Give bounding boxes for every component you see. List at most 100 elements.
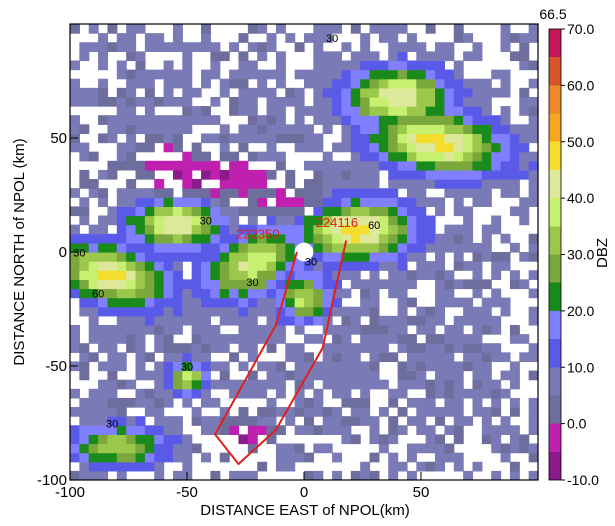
reflectivity-cell <box>500 443 511 454</box>
reflectivity-cell <box>210 69 221 80</box>
reflectivity-cell <box>472 133 483 144</box>
reflectivity-cell <box>70 261 80 271</box>
reflectivity-cell <box>88 24 99 34</box>
reflectivity-cell <box>500 133 511 144</box>
reflectivity-cell <box>341 87 352 98</box>
reflectivity-cell <box>388 434 399 445</box>
reflectivity-cell <box>247 96 258 107</box>
reflectivity-cell <box>444 87 455 98</box>
reflectivity-cell <box>70 279 80 290</box>
reflectivity-cell <box>463 124 474 135</box>
reflectivity-cell <box>378 33 389 43</box>
reflectivity-cell <box>126 160 137 171</box>
reflectivity-cell <box>191 252 202 262</box>
reflectivity-cell <box>257 261 268 271</box>
reflectivity-cell <box>416 261 427 271</box>
reflectivity-cell <box>406 160 417 171</box>
reflectivity-cell <box>126 179 137 189</box>
reflectivity-cell <box>425 151 436 162</box>
reflectivity-cell <box>135 142 146 153</box>
reflectivity-cell <box>481 343 492 353</box>
reflectivity-cell <box>416 270 427 280</box>
reflectivity-cell <box>247 270 258 280</box>
reflectivity-cell <box>257 416 268 426</box>
reflectivity-cell <box>397 160 408 171</box>
reflectivity-cell <box>144 206 155 217</box>
reflectivity-cell <box>397 51 408 62</box>
reflectivity-cell <box>472 334 483 344</box>
reflectivity-cell <box>481 169 492 180</box>
reflectivity-cell <box>472 115 483 125</box>
reflectivity-cell <box>229 306 240 317</box>
reflectivity-cell <box>257 361 268 372</box>
reflectivity-cell <box>144 124 155 135</box>
reflectivity-cell <box>435 461 445 472</box>
reflectivity-cell <box>444 297 455 308</box>
reflectivity-cell <box>397 224 408 235</box>
reflectivity-cell <box>416 215 427 226</box>
reflectivity-cell <box>135 78 146 89</box>
reflectivity-cell <box>388 87 399 98</box>
reflectivity-cell <box>491 224 502 235</box>
reflectivity-cell <box>332 324 343 335</box>
reflectivity-cell <box>416 87 427 98</box>
reflectivity-cell <box>172 388 183 399</box>
reflectivity-cell <box>163 443 174 454</box>
reflectivity-cell <box>472 106 483 116</box>
reflectivity-cell <box>509 443 520 454</box>
reflectivity-cell <box>360 470 371 480</box>
reflectivity-cell <box>453 379 464 390</box>
reflectivity-cell <box>369 252 380 262</box>
reflectivity-cell <box>201 288 211 299</box>
reflectivity-cell <box>332 160 343 171</box>
reflectivity-cell <box>247 87 258 98</box>
reflectivity-cell <box>238 470 249 480</box>
reflectivity-cell <box>435 334 445 344</box>
reflectivity-cell <box>397 169 408 180</box>
reflectivity-cell <box>528 106 538 116</box>
reflectivity-cell <box>322 78 333 89</box>
reflectivity-cell <box>126 324 137 335</box>
reflectivity-cell <box>322 96 333 107</box>
reflectivity-cell <box>182 388 193 399</box>
reflectivity-cell <box>201 343 211 353</box>
reflectivity-cell <box>88 242 99 253</box>
reflectivity-cell <box>163 352 174 363</box>
reflectivity-cell <box>378 24 389 34</box>
reflectivity-cell <box>528 179 538 189</box>
reflectivity-cell <box>257 78 268 89</box>
reflectivity-cell <box>500 297 511 308</box>
reflectivity-cell <box>322 33 333 43</box>
reflectivity-cell <box>266 261 277 271</box>
reflectivity-cell <box>425 324 436 335</box>
reflectivity-cell <box>201 306 211 317</box>
reflectivity-cell <box>360 379 371 390</box>
reflectivity-cell <box>70 270 80 280</box>
reflectivity-cell <box>294 343 305 353</box>
reflectivity-cell <box>453 324 464 335</box>
reflectivity-cell <box>172 470 183 480</box>
reflectivity-cell <box>481 352 492 363</box>
reflectivity-cell <box>472 242 483 253</box>
reflectivity-cell <box>210 397 221 408</box>
reflectivity-cell <box>79 252 90 262</box>
reflectivity-cell <box>378 352 389 363</box>
reflectivity-cell <box>219 261 230 271</box>
reflectivity-cell <box>229 334 240 344</box>
reflectivity-cell <box>360 397 371 408</box>
reflectivity-cell <box>388 124 399 135</box>
reflectivity-cell <box>154 69 165 80</box>
reflectivity-cell <box>219 334 230 344</box>
reflectivity-cell <box>98 443 109 454</box>
reflectivity-cell <box>219 242 230 253</box>
reflectivity-cell <box>144 279 155 290</box>
reflectivity-cell <box>247 106 258 116</box>
reflectivity-cell <box>435 379 445 390</box>
reflectivity-cell <box>332 60 343 71</box>
reflectivity-cell <box>191 416 202 426</box>
reflectivity-cell <box>154 197 165 207</box>
reflectivity-cell <box>313 197 324 207</box>
reflectivity-cell <box>210 215 221 226</box>
reflectivity-cell <box>509 142 520 153</box>
reflectivity-cell <box>350 324 361 335</box>
